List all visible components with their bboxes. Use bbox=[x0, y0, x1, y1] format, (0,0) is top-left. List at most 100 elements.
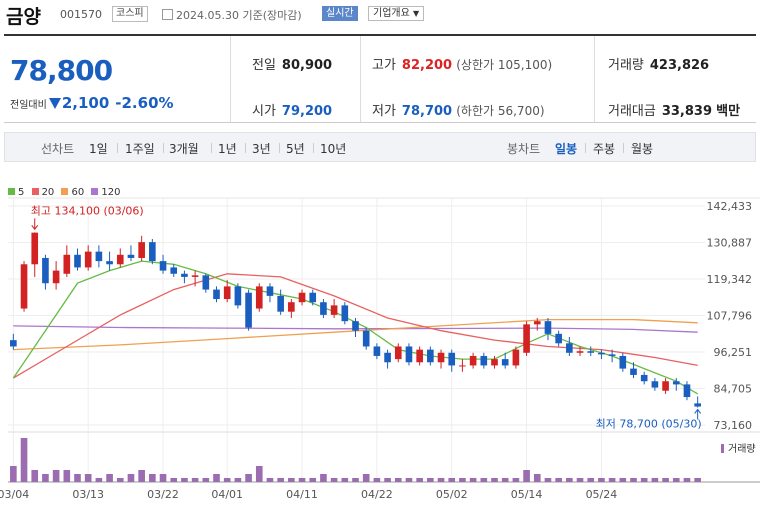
volume-bar bbox=[512, 478, 520, 482]
tab-1d[interactable]: 1일 bbox=[89, 142, 108, 156]
candle-body bbox=[566, 343, 573, 353]
candle-body bbox=[170, 267, 178, 274]
stock-code: 001570 bbox=[60, 8, 102, 21]
realtime-button[interactable]: 실시간 bbox=[322, 6, 358, 21]
tab-weekly[interactable]: 주봉 bbox=[593, 142, 616, 156]
candle-body bbox=[394, 346, 402, 360]
candle-body bbox=[84, 251, 92, 268]
volume-bar bbox=[694, 478, 701, 482]
chart-period-tabs: 선차트 1일 1주일 3개월 1년 3년 5년 10년 봉차트 일봉 주봉 월봉 bbox=[4, 132, 756, 162]
quote-date-text: 2024.05.30 기준(장마감) bbox=[176, 9, 302, 22]
volume-bar bbox=[587, 478, 595, 482]
candle-body bbox=[598, 352, 605, 355]
volume-bar bbox=[288, 478, 295, 482]
volume: 거래량 423,826 bbox=[608, 54, 709, 73]
tab-1w[interactable]: 1주일 bbox=[125, 142, 155, 156]
tab-5y[interactable]: 5년 bbox=[286, 142, 305, 156]
candle-body bbox=[523, 324, 530, 353]
candle-body bbox=[587, 351, 595, 353]
candle-body bbox=[320, 302, 327, 315]
tab-3m[interactable]: 3개월 bbox=[169, 142, 199, 156]
legend-swatch-ma5 bbox=[8, 188, 15, 195]
tab-3y[interactable]: 3년 bbox=[252, 142, 271, 156]
high-label: 고가 bbox=[372, 58, 396, 73]
volume-bar bbox=[10, 466, 17, 482]
company-overview-dropdown[interactable]: 기업개요 ▼ bbox=[368, 6, 425, 21]
candle-body bbox=[42, 257, 49, 284]
candle-body bbox=[52, 270, 60, 284]
legend-ma120: 120 bbox=[101, 187, 121, 198]
low-value: 78,700 bbox=[401, 104, 453, 119]
volume-bar bbox=[181, 478, 188, 482]
tab-10y[interactable]: 10년 bbox=[320, 142, 347, 156]
tab-line-chart[interactable]: 선차트 bbox=[41, 142, 75, 156]
candle-body bbox=[352, 321, 359, 331]
open-value: 79,200 bbox=[281, 104, 333, 119]
tab-candle-chart[interactable]: 봉차트 bbox=[507, 142, 541, 156]
tab-1y[interactable]: 1년 bbox=[218, 142, 237, 156]
legend-swatch-ma20 bbox=[31, 188, 39, 195]
high-price: 고가 82,200 (상한가 105,100) bbox=[372, 54, 552, 73]
volume-bar bbox=[598, 478, 605, 482]
chevron-down-icon: ▼ bbox=[413, 9, 420, 18]
min-price-label: 최저 78,700 (05/30) bbox=[596, 417, 702, 430]
volume-bar bbox=[448, 478, 456, 482]
candle-body bbox=[384, 352, 391, 363]
candle-body bbox=[223, 286, 231, 300]
legend-ma5: 5 bbox=[18, 187, 25, 198]
volume-label: 거래량 bbox=[728, 443, 756, 455]
min-arrow-icon bbox=[694, 408, 702, 420]
volume-bar bbox=[234, 478, 242, 482]
volume-legend-swatch bbox=[721, 444, 724, 453]
volume-bar bbox=[202, 478, 210, 482]
prev-close-value: 80,900 bbox=[281, 58, 333, 73]
divider bbox=[313, 143, 314, 153]
volume-bar bbox=[149, 474, 156, 482]
volume-bar bbox=[544, 478, 552, 482]
candle-body bbox=[469, 355, 477, 366]
volume-bar bbox=[42, 474, 49, 482]
volume-bar bbox=[298, 478, 306, 482]
volume-bar bbox=[127, 474, 135, 482]
amount-value: 33,839 bbox=[661, 104, 713, 119]
volume-bar bbox=[672, 478, 680, 482]
market-badge: 코스피 bbox=[112, 6, 148, 22]
tab-daily[interactable]: 일봉 bbox=[555, 142, 578, 156]
candle-body bbox=[672, 381, 680, 385]
quote-panel: 78,800 전일대비 2,100 -2.60% 전일 80,900 고가 82,200… bbox=[4, 34, 756, 123]
ma-legend: 5 20 60 120 bbox=[8, 187, 121, 198]
candle-body bbox=[202, 275, 210, 290]
divider bbox=[594, 36, 595, 122]
candle-body bbox=[555, 333, 562, 344]
volume-bar bbox=[309, 478, 317, 482]
candle-body bbox=[330, 305, 338, 315]
volume-bar bbox=[191, 478, 199, 482]
volume-bar bbox=[373, 478, 381, 482]
quote-date: 2024.05.30 기준(장마감) bbox=[162, 7, 302, 23]
candle-body bbox=[405, 346, 413, 363]
volume-bar bbox=[84, 474, 92, 482]
prev-close-label: 전일 bbox=[252, 58, 276, 73]
x-tick-label: 04/01 bbox=[211, 488, 243, 501]
candle-body bbox=[95, 251, 103, 262]
volume-bar bbox=[170, 478, 178, 482]
ma20-line bbox=[12, 273, 698, 379]
volume-bar bbox=[352, 478, 359, 482]
legend-ma60: 60 bbox=[71, 187, 85, 198]
volume-label: 거래량 bbox=[608, 58, 644, 73]
volume-bar bbox=[630, 478, 637, 482]
x-tick-label: 04/11 bbox=[286, 488, 318, 501]
tab-monthly[interactable]: 월봉 bbox=[631, 142, 654, 156]
volume-bar bbox=[52, 470, 60, 482]
low-label: 저가 bbox=[372, 104, 396, 119]
stock-header: 금양 001570 코스피 2024.05.30 기준(장마감) 실시간 기업개… bbox=[0, 0, 760, 30]
volume-bar bbox=[394, 478, 402, 482]
candle-body bbox=[255, 286, 263, 309]
y-tick-label: 119,342 bbox=[707, 273, 753, 286]
legend-swatch-ma120 bbox=[91, 188, 99, 195]
volume-bar bbox=[362, 474, 370, 482]
divider bbox=[623, 143, 624, 153]
down-arrow-icon bbox=[48, 98, 61, 109]
open-label: 시가 bbox=[252, 104, 276, 119]
